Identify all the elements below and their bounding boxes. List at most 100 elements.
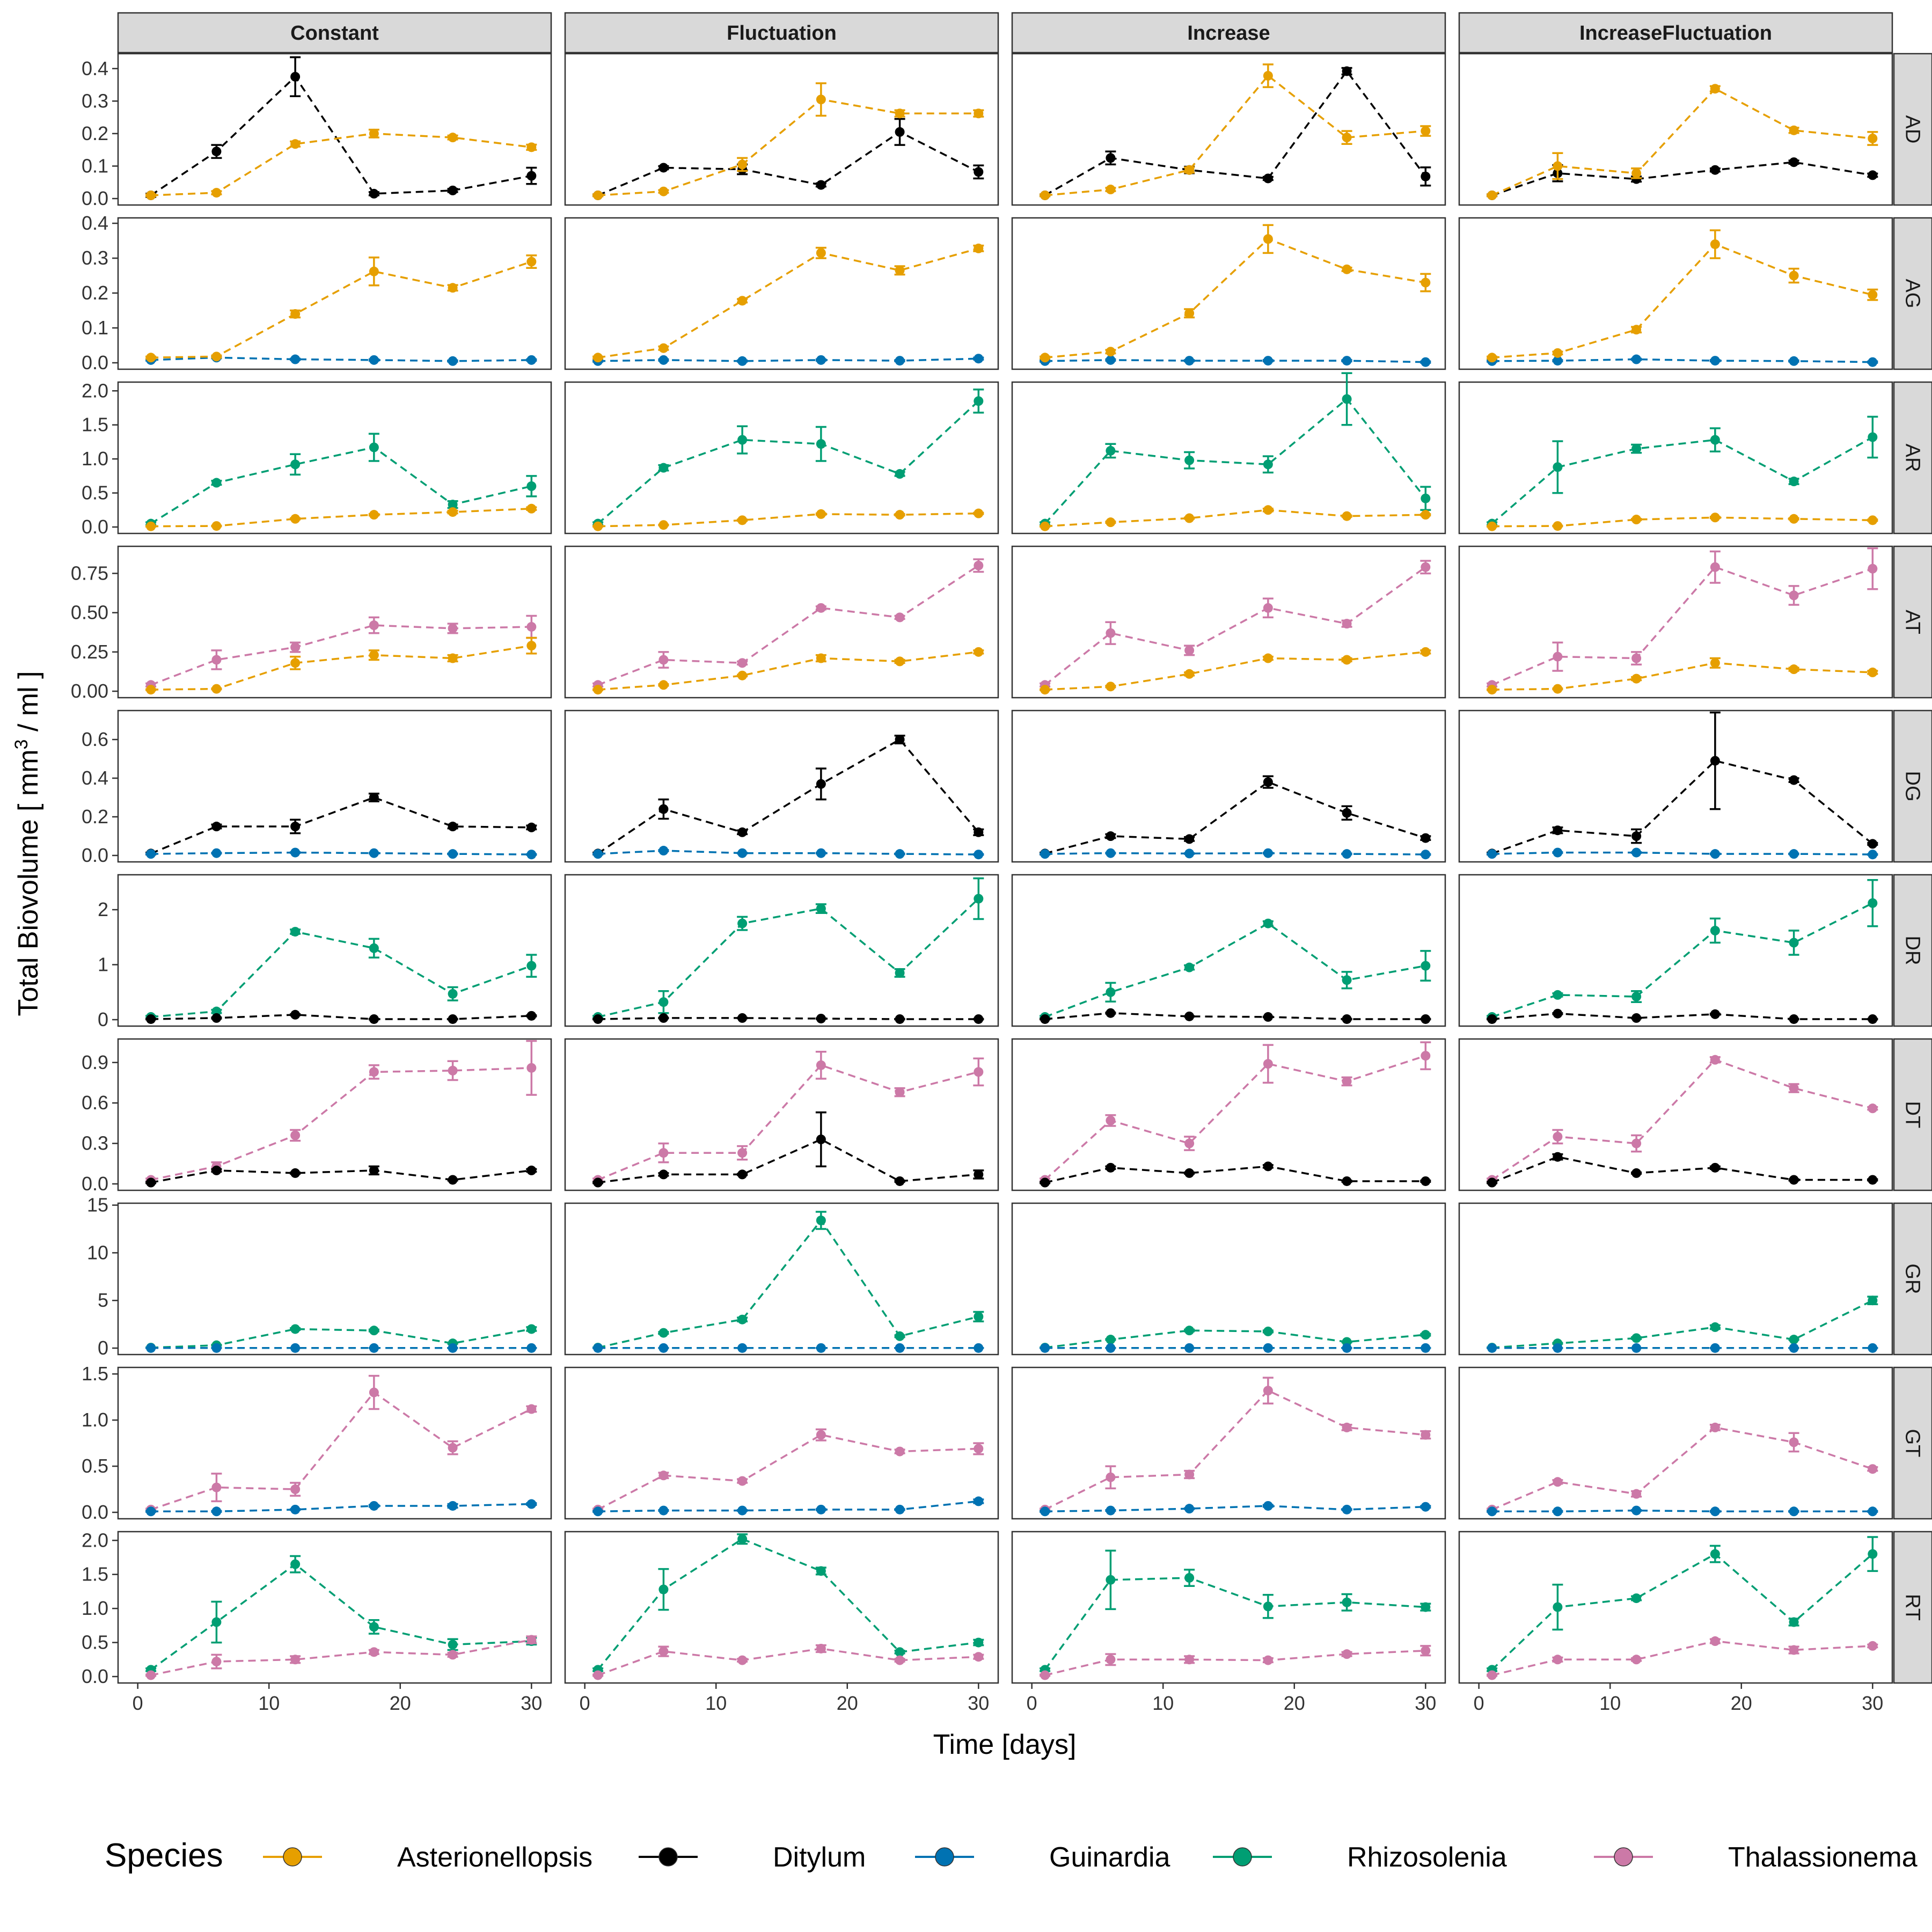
data-point bbox=[816, 603, 826, 613]
data-point bbox=[1710, 513, 1720, 523]
data-point bbox=[658, 1013, 669, 1023]
data-point bbox=[1868, 1343, 1878, 1353]
data-point bbox=[1106, 831, 1116, 841]
data-point bbox=[448, 1650, 458, 1660]
data-point bbox=[974, 508, 984, 518]
data-point bbox=[1263, 653, 1273, 663]
series-guinardia bbox=[592, 846, 984, 860]
data-point bbox=[1631, 1655, 1642, 1665]
legend-key-point bbox=[658, 1847, 678, 1867]
series-guinardia bbox=[1487, 354, 1878, 367]
series-line bbox=[1492, 516, 1873, 528]
data-point bbox=[1631, 991, 1642, 1001]
data-point bbox=[1421, 357, 1431, 367]
y-tick-label: 0.0 bbox=[82, 187, 108, 209]
data-point bbox=[1342, 1076, 1352, 1086]
data-point bbox=[1421, 1330, 1431, 1340]
data-point bbox=[1631, 1138, 1642, 1148]
data-point bbox=[974, 1067, 984, 1077]
panel-dr-increase bbox=[1011, 874, 1446, 1027]
data-point bbox=[369, 442, 379, 452]
series-line bbox=[1492, 1509, 1873, 1513]
series-line bbox=[1045, 1505, 1426, 1513]
data-point bbox=[290, 354, 301, 364]
strip-label: GR bbox=[1901, 1264, 1924, 1294]
data-point bbox=[526, 1404, 537, 1414]
y-tick-label: 0.2 bbox=[82, 282, 108, 304]
data-point bbox=[1106, 445, 1116, 456]
data-point bbox=[1789, 1083, 1799, 1093]
strip-label: DG bbox=[1901, 771, 1924, 802]
strip-label: RT bbox=[1901, 1594, 1924, 1621]
data-point bbox=[1342, 619, 1352, 629]
data-point bbox=[1184, 834, 1195, 844]
data-point bbox=[369, 848, 379, 858]
data-point bbox=[1106, 628, 1116, 638]
strip-label: AD bbox=[1901, 115, 1924, 144]
data-point bbox=[1184, 645, 1195, 655]
series-line bbox=[150, 75, 532, 196]
data-point bbox=[1487, 353, 1497, 363]
data-point bbox=[1342, 1597, 1352, 1607]
data-point bbox=[895, 1446, 905, 1457]
data-point bbox=[1631, 1013, 1642, 1023]
data-point bbox=[1868, 515, 1878, 525]
data-point bbox=[526, 1165, 537, 1175]
strip-increase: Increase bbox=[1011, 12, 1446, 54]
y-axis-ad: 0.0 0.1 0.2 0.3 0.4 bbox=[82, 57, 118, 209]
panel-dt-increase bbox=[1011, 1038, 1446, 1191]
data-point bbox=[526, 961, 537, 971]
data-point bbox=[448, 1343, 458, 1353]
data-point bbox=[737, 1476, 748, 1486]
y-tick-label: 0.3 bbox=[82, 247, 108, 269]
data-point bbox=[448, 849, 458, 859]
y-axis-at: 0.00 0.25 0.50 0.75 bbox=[71, 562, 118, 702]
data-point bbox=[1421, 1645, 1431, 1656]
data-point bbox=[974, 1496, 984, 1506]
panel-rt-increase bbox=[1011, 1531, 1446, 1684]
panel-gr-fluctuation bbox=[564, 1202, 999, 1356]
data-point bbox=[369, 355, 379, 365]
series-line bbox=[1492, 662, 1873, 691]
data-point bbox=[1710, 1343, 1720, 1353]
data-point bbox=[658, 1343, 669, 1353]
data-point bbox=[1040, 1506, 1050, 1517]
series-guinardia bbox=[592, 1496, 984, 1517]
series-line bbox=[597, 98, 979, 196]
data-point bbox=[658, 804, 669, 814]
data-point bbox=[369, 188, 379, 199]
panel-frame bbox=[1011, 874, 1446, 1027]
panel-frame bbox=[117, 381, 552, 535]
data-point bbox=[211, 655, 222, 665]
data-point bbox=[1710, 165, 1720, 175]
panel-dg-increase bbox=[1011, 709, 1446, 863]
data-point bbox=[1263, 603, 1273, 613]
data-point bbox=[593, 1177, 603, 1188]
data-point bbox=[1106, 1008, 1116, 1018]
series-guinardia bbox=[1487, 847, 1878, 860]
series-line bbox=[1491, 1155, 1873, 1184]
data-point bbox=[146, 190, 156, 200]
data-point bbox=[211, 352, 222, 362]
data-point bbox=[1868, 133, 1878, 143]
data-point bbox=[1710, 562, 1720, 572]
data-point bbox=[1040, 353, 1050, 363]
data-point bbox=[1421, 1014, 1431, 1024]
data-point bbox=[1868, 1464, 1878, 1474]
data-point bbox=[737, 1314, 748, 1324]
data-point bbox=[526, 1343, 537, 1353]
data-point bbox=[1631, 325, 1642, 335]
data-point bbox=[737, 1534, 748, 1544]
series-line bbox=[150, 1563, 532, 1671]
series-line bbox=[150, 624, 532, 686]
data-point bbox=[1421, 493, 1431, 503]
y-axis-gt: 0.0 0.5 1.0 1.5 bbox=[82, 1363, 118, 1523]
series-line bbox=[1491, 1426, 1873, 1511]
data-point bbox=[211, 1006, 222, 1016]
y-tick-label: 0.25 bbox=[71, 641, 108, 663]
data-point bbox=[146, 1014, 156, 1024]
data-point bbox=[146, 521, 156, 531]
series-asterionellopsis bbox=[1487, 513, 1878, 531]
data-point bbox=[448, 133, 458, 143]
x-axis-increase: 0 10 20 30 bbox=[1027, 1683, 1436, 1714]
